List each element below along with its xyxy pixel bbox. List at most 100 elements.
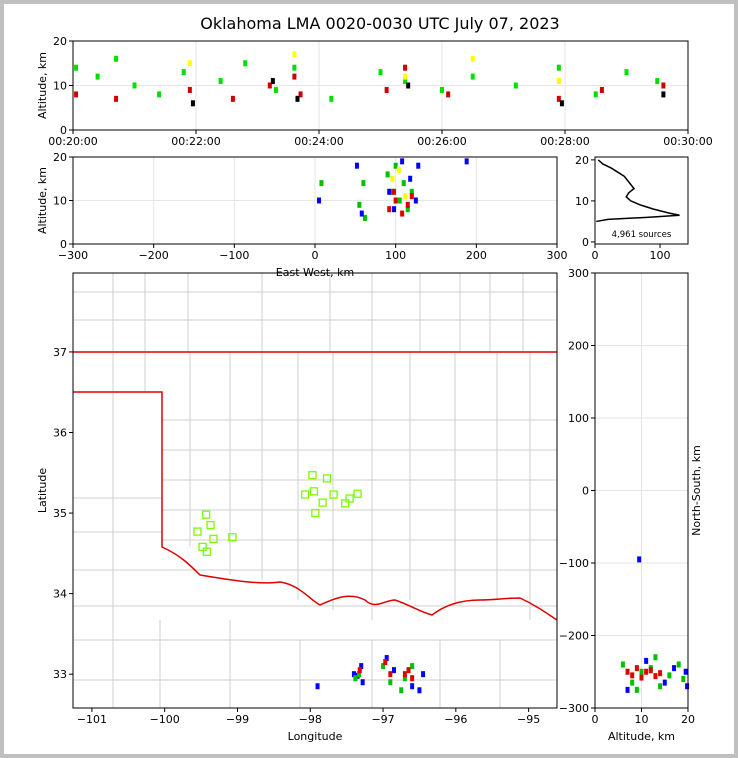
y-tick-label: 200: [568, 340, 589, 353]
source: [378, 69, 383, 76]
source: [157, 91, 162, 98]
y-tick-label: 20: [575, 154, 589, 167]
source: [190, 100, 195, 107]
source: [357, 201, 362, 208]
source: [421, 671, 426, 678]
station: [318, 498, 327, 507]
source: [416, 162, 421, 169]
x-tick-label: 100: [385, 249, 406, 262]
county-lines: [73, 273, 557, 708]
panel: −300 −200 −100 0 100 200 300 0 10 20: [53, 151, 568, 262]
marks: [317, 158, 469, 221]
station: [311, 508, 320, 518]
x-axis-label: Altitude, km: [608, 730, 675, 743]
y-tick-label: 33: [53, 668, 67, 681]
source: [556, 64, 561, 71]
source: [388, 671, 393, 678]
source: [387, 206, 392, 213]
source: [359, 210, 364, 217]
source: [644, 668, 649, 675]
source: [399, 687, 404, 694]
x-tick-label: −96: [444, 713, 467, 726]
source: [361, 180, 366, 187]
source: [387, 188, 392, 195]
source: [593, 91, 598, 98]
y-tick-label: 10: [575, 195, 589, 208]
y-axis-label: Altitude, km: [36, 52, 49, 119]
source: [417, 687, 422, 694]
source: [410, 675, 415, 682]
y-tick-label: −200: [559, 630, 589, 643]
source: [648, 667, 653, 674]
source: [357, 667, 362, 674]
source: [390, 175, 395, 182]
y-tick-label: 0: [582, 236, 589, 249]
source: [637, 556, 642, 563]
station: [341, 499, 350, 508]
station: [228, 533, 237, 542]
x-tick-label: −95: [517, 713, 540, 726]
source: [406, 82, 411, 89]
source: [446, 91, 451, 98]
source: [381, 663, 386, 670]
source: [363, 214, 368, 221]
y-tick-label: −100: [559, 557, 589, 570]
source: [295, 95, 300, 102]
station: [193, 527, 202, 536]
x-tick-label: 00:22:00: [171, 135, 220, 148]
y-tick-label: 10: [53, 195, 67, 208]
y-tick-label: 0: [60, 238, 67, 251]
source: [74, 64, 79, 71]
source: [353, 675, 358, 682]
x-tick-label: 00:20:00: [48, 135, 97, 148]
source: [639, 674, 644, 681]
source: [644, 657, 649, 664]
x-tick-label: −101: [77, 713, 107, 726]
source: [114, 55, 119, 62]
source: [403, 64, 408, 71]
source: [351, 671, 356, 678]
source: [357, 671, 362, 678]
source: [661, 82, 666, 89]
axes-frame: [594, 272, 689, 709]
source: [413, 197, 418, 204]
x-tick-label: 20: [681, 713, 695, 726]
source: [187, 86, 192, 93]
source: [315, 683, 320, 690]
x-tick-label: 0: [592, 249, 599, 262]
source: [410, 683, 415, 690]
station: [329, 490, 338, 499]
source: [672, 665, 677, 672]
x-tick-label: 00:28:00: [540, 135, 589, 148]
marks: [596, 159, 680, 223]
source: [392, 188, 397, 195]
source: [354, 162, 359, 169]
source: [403, 78, 408, 85]
source: [292, 64, 297, 71]
axes-frame: [72, 40, 689, 131]
x-tick-label: −100: [150, 713, 180, 726]
source: [410, 663, 415, 670]
figure: Oklahoma LMA 0020-0030 UTC July 07, 2023…: [36, 14, 713, 743]
source: [676, 661, 681, 668]
y-axis-label: Latitude: [36, 468, 49, 514]
source: [513, 82, 518, 89]
source: [405, 201, 410, 208]
source: [406, 667, 411, 674]
x-tick-label: −97: [371, 713, 394, 726]
source: [639, 668, 644, 675]
source: [359, 663, 364, 670]
source: [400, 210, 405, 217]
source: [625, 668, 630, 675]
x-tick-label: 0: [592, 713, 599, 726]
source: [397, 197, 402, 204]
y-axis-label: Altitude, km: [36, 167, 49, 234]
source: [393, 197, 398, 204]
y-tick-label: 36: [53, 427, 67, 440]
profile-line: [596, 159, 680, 223]
source: [655, 78, 660, 85]
x-tick-label: 10: [635, 713, 649, 726]
source: [402, 671, 407, 678]
source: [683, 668, 688, 675]
axes-frame: [594, 156, 689, 245]
